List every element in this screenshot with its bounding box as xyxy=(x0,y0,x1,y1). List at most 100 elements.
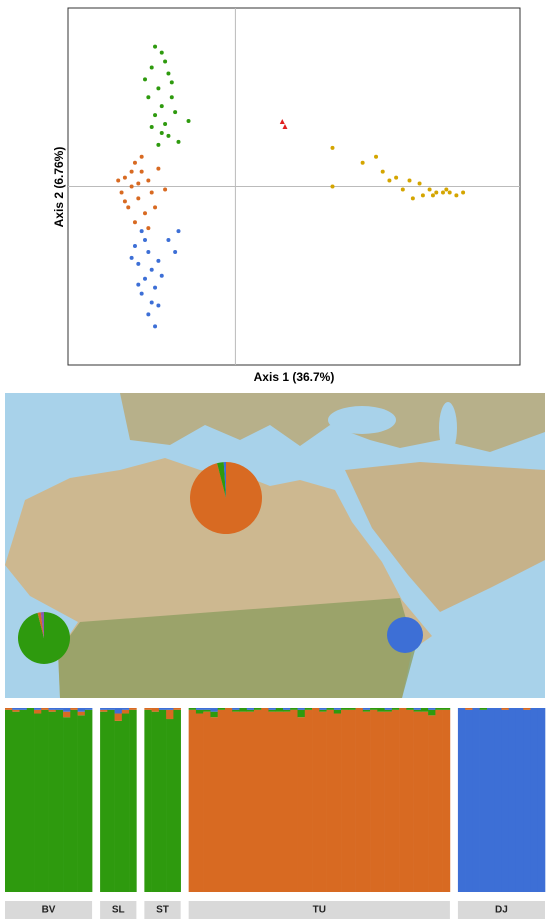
bar-segment xyxy=(341,708,349,710)
point xyxy=(149,300,154,305)
bar-segment xyxy=(501,709,510,892)
point xyxy=(166,238,171,243)
bar-segment xyxy=(166,708,174,710)
pie-slice xyxy=(190,462,263,534)
bar-segment xyxy=(41,709,49,892)
bar-segment xyxy=(246,709,255,712)
bar-segment xyxy=(5,708,13,710)
bar-segment xyxy=(261,708,269,892)
point xyxy=(330,145,335,150)
point xyxy=(394,175,399,180)
bar-segment xyxy=(188,709,197,892)
bar-segment xyxy=(428,715,436,892)
group-label: BV xyxy=(42,905,56,916)
point xyxy=(136,261,141,266)
bar-segment xyxy=(457,708,466,892)
bar-segment xyxy=(275,711,284,892)
bar-segment xyxy=(268,708,277,710)
bar-segment xyxy=(428,709,436,716)
point xyxy=(173,249,178,254)
point xyxy=(461,190,466,195)
point xyxy=(166,71,171,76)
bar-segment xyxy=(479,709,488,892)
bar-segment xyxy=(370,708,378,710)
point xyxy=(430,193,435,198)
bar-segment xyxy=(34,713,42,892)
bar-segment xyxy=(5,709,13,892)
point xyxy=(374,154,379,159)
bar-segment xyxy=(319,708,327,710)
bar-segment xyxy=(268,711,277,892)
bar-segment xyxy=(391,708,400,710)
bar-segment xyxy=(246,708,255,710)
point xyxy=(159,130,164,135)
group-label-box xyxy=(457,901,545,919)
bar-segment xyxy=(100,709,108,712)
bar-segment xyxy=(420,708,429,712)
point xyxy=(282,124,288,129)
point xyxy=(122,199,127,204)
bar-segment xyxy=(319,711,327,892)
bar-segment xyxy=(210,711,218,718)
bar-segment xyxy=(107,708,115,710)
point xyxy=(163,187,168,192)
pie-slice xyxy=(37,612,44,638)
bar-segment xyxy=(151,708,160,712)
point xyxy=(132,220,137,225)
bar-segment xyxy=(210,717,218,892)
point xyxy=(330,184,335,189)
point xyxy=(420,193,425,198)
pie-slice xyxy=(18,612,71,664)
bar-segment xyxy=(107,709,115,892)
pie-slice xyxy=(223,462,226,498)
bar-segment xyxy=(217,709,226,892)
point xyxy=(143,238,148,243)
point xyxy=(153,113,158,118)
bar-segment xyxy=(48,708,57,710)
point xyxy=(156,303,161,308)
point xyxy=(173,110,178,115)
bar-segment xyxy=(297,709,306,718)
bar-segment xyxy=(114,708,123,714)
bar-segment xyxy=(48,711,57,892)
bar-segment xyxy=(77,711,86,716)
bar-segment xyxy=(158,708,167,710)
bar-segment xyxy=(26,708,35,892)
point xyxy=(360,160,365,165)
bar-segment xyxy=(442,708,451,710)
bar-segment xyxy=(195,713,204,892)
bar-segment xyxy=(217,708,226,710)
bar-segment xyxy=(333,713,342,892)
bar-segment xyxy=(297,708,306,710)
bar-segment xyxy=(406,709,414,892)
point xyxy=(146,226,151,231)
point xyxy=(434,190,439,195)
bar-segment xyxy=(341,709,349,892)
bar-segment xyxy=(355,708,364,892)
bar-segment xyxy=(391,709,400,892)
group-label-box xyxy=(100,901,137,919)
point xyxy=(153,205,158,210)
bar-segment xyxy=(114,713,123,721)
bar-segment xyxy=(232,709,240,712)
bar-segment xyxy=(129,708,137,710)
bar-segment xyxy=(290,708,298,710)
bar-segment xyxy=(442,709,451,892)
bar-segment xyxy=(530,708,539,892)
point xyxy=(163,122,168,127)
bar-segment xyxy=(362,709,371,712)
bar-segment xyxy=(523,708,531,710)
point xyxy=(149,267,154,272)
point xyxy=(387,178,392,183)
bar-segment xyxy=(12,709,20,712)
bar-segment xyxy=(63,717,71,892)
point xyxy=(139,154,144,159)
bar-segment xyxy=(84,709,93,892)
point xyxy=(116,178,121,183)
group-label-box xyxy=(188,901,450,919)
point xyxy=(143,77,148,82)
bar-segment xyxy=(188,708,197,710)
bar-segment xyxy=(523,709,531,892)
point xyxy=(139,169,144,174)
bar-segment xyxy=(253,709,262,892)
